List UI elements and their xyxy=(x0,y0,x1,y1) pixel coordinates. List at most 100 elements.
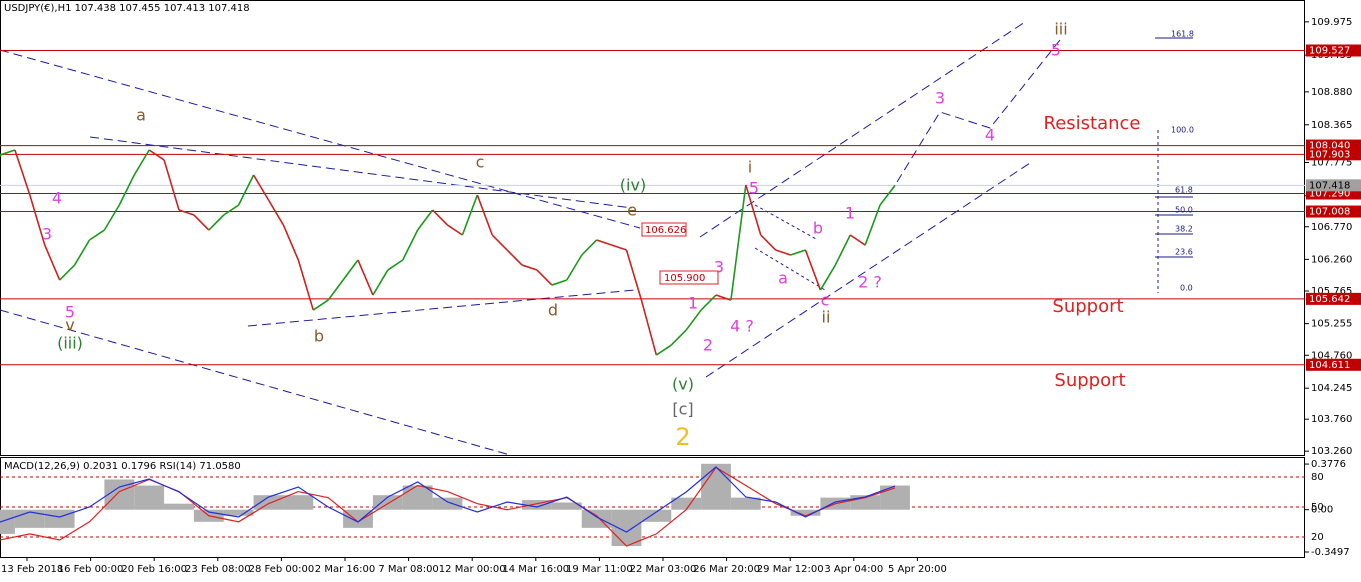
wave-label: i xyxy=(748,158,752,177)
price-segment xyxy=(625,249,643,301)
price-segment xyxy=(849,234,866,246)
y-tick-label: 105.255 xyxy=(1311,319,1352,330)
macd-bar xyxy=(134,485,165,510)
price-segment xyxy=(581,239,598,256)
price-segment xyxy=(193,214,210,231)
price-segment xyxy=(879,184,896,206)
price-segment xyxy=(29,194,46,246)
fib-label: 0.0 xyxy=(1180,284,1193,293)
price-segment xyxy=(521,264,538,271)
y-tick-label: 104.245 xyxy=(1311,383,1352,394)
level-box xyxy=(1306,44,1361,57)
price-segment xyxy=(387,259,404,271)
chart-title: USDJPY(€),H1 107.438 107.455 107.413 107… xyxy=(4,3,250,14)
price-segment xyxy=(14,149,31,196)
level-box xyxy=(1306,292,1361,305)
price-segment xyxy=(461,194,479,236)
price-segment xyxy=(596,239,612,246)
wave-label: 2 xyxy=(675,423,690,451)
price-segment xyxy=(476,194,493,236)
trend-line xyxy=(89,136,633,209)
zone-label: Support xyxy=(1052,296,1123,317)
trend-line xyxy=(0,309,511,456)
price-layer: 109.975109.455108.880108.365107.775107.2… xyxy=(0,17,1361,575)
macd-bar xyxy=(611,509,642,546)
macd-bar xyxy=(0,509,15,534)
price-segment xyxy=(611,244,627,251)
wave-label: ii xyxy=(822,308,831,327)
main-frame xyxy=(0,0,1305,456)
fib-label: 38.2 xyxy=(1175,225,1193,234)
price-segment xyxy=(506,249,523,266)
annotations: USDJPY(€),H1 107.438 107.455 107.413 107… xyxy=(4,3,1194,472)
price-segment xyxy=(208,214,225,231)
wave-label: 4 ? xyxy=(730,317,754,336)
price-box-label: 105.900 xyxy=(664,273,705,284)
macd-bar xyxy=(343,509,373,528)
price-segment xyxy=(834,234,851,266)
x-tick-label: 19 Mar 11:00 xyxy=(566,564,633,575)
y-tick-label: 109.975 xyxy=(1311,17,1352,28)
x-tick-label: 22 Mar 03:00 xyxy=(630,564,697,575)
price-segment xyxy=(312,299,329,311)
price-segment xyxy=(760,234,777,251)
wave-label: 1 xyxy=(688,294,698,313)
wave-label: d xyxy=(548,301,558,320)
macd-bar xyxy=(551,502,582,510)
trend-line xyxy=(247,289,636,327)
x-tick-label: 3 Apr 04:00 xyxy=(824,564,883,575)
wave-label: 3 xyxy=(42,225,52,244)
wave-label: (iv) xyxy=(620,176,646,195)
wave-label: iii xyxy=(1054,20,1067,39)
zone-label: Resistance xyxy=(1044,113,1141,134)
x-tick-label: 2 Mar 16:00 xyxy=(315,564,375,575)
x-tick-label: 12 Mar 00:00 xyxy=(439,564,506,575)
macd-bar xyxy=(790,509,821,516)
level-box xyxy=(1306,358,1361,371)
y-tick-label: 103.260 xyxy=(1311,446,1352,457)
macd-bar xyxy=(283,495,314,510)
price-segment xyxy=(790,249,806,256)
projection-line xyxy=(896,39,1061,183)
indicator-title: MACD(12,26,9) 0.2031 0.1796 RSI(14) 71.0… xyxy=(4,461,241,472)
price-segment xyxy=(372,269,389,296)
price-segment xyxy=(536,269,553,286)
macd-bar xyxy=(253,495,284,510)
macd-bar xyxy=(671,497,702,510)
zone-label: Support xyxy=(1054,370,1125,391)
y-tick-label: 0.3776 xyxy=(1311,459,1346,470)
y-tick-label: 103.760 xyxy=(1311,414,1352,425)
price-segment xyxy=(417,209,434,231)
price-segment xyxy=(237,174,255,206)
wave-label: b xyxy=(314,327,324,346)
wave-label: 3 xyxy=(935,89,945,108)
price-segment xyxy=(491,234,508,251)
level-label: 104.611 xyxy=(1309,360,1350,371)
wave-label: (iii) xyxy=(57,334,83,353)
y2-tick-label: 80 xyxy=(1311,472,1324,483)
wave-label: v xyxy=(65,316,74,335)
x-tick-label: 7 Mar 08:00 xyxy=(378,564,438,575)
wave-label: 3 xyxy=(714,258,724,277)
price-segment xyxy=(715,294,732,301)
price-segment xyxy=(0,149,16,156)
price-segment xyxy=(59,264,76,281)
price-segment xyxy=(103,204,121,231)
level-label: 109.527 xyxy=(1309,46,1350,57)
trend-line xyxy=(754,247,826,291)
level-label: 108.040 xyxy=(1309,141,1350,152)
price-segment xyxy=(432,209,449,226)
macd-bar xyxy=(701,463,731,510)
price-segment xyxy=(447,224,463,236)
x-tick-label: 29 Mar 12:00 xyxy=(757,564,824,575)
price-segment xyxy=(357,259,374,296)
trend-line xyxy=(0,49,641,229)
macd-bar xyxy=(432,497,463,510)
y2-tick-label: 50 xyxy=(1311,502,1324,513)
price-segment xyxy=(178,209,195,216)
fib-label: 100.0 xyxy=(1171,126,1194,135)
price-segment xyxy=(163,159,180,211)
price-segment xyxy=(133,149,150,176)
